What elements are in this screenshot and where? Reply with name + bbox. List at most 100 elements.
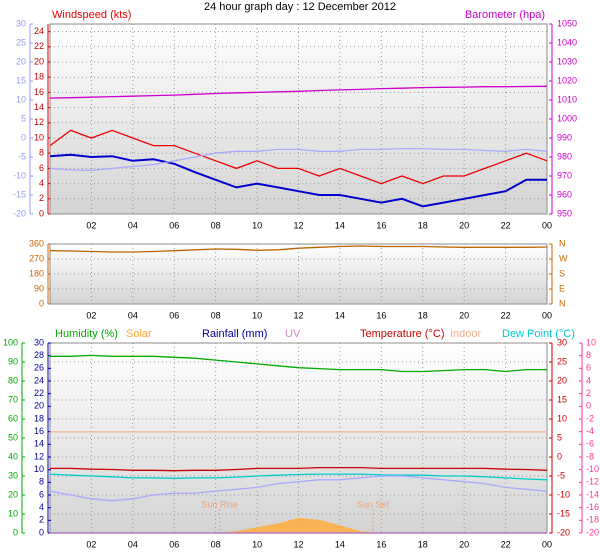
y-tick-label: -20 (13, 208, 26, 218)
legend-entry: Indoor (450, 328, 482, 340)
y-tick-label: 100 (3, 337, 18, 347)
y-tick-label: 950 (557, 208, 572, 218)
legend-entry: Windspeed (kts) (52, 9, 131, 21)
y-tick-label: 2 (586, 388, 591, 398)
x-tick-label: 18 (418, 310, 428, 320)
y-tick-label: 990 (557, 132, 572, 142)
y-tick-label: 5 (557, 432, 562, 442)
x-tick-label: 08 (211, 220, 221, 230)
y-tick-label: -12 (586, 477, 599, 487)
y-tick-label: 0 (13, 527, 18, 537)
y-tick-label: E (559, 283, 565, 293)
y-tick-label: 0 (39, 298, 44, 308)
y-tick-label: 26 (34, 363, 44, 373)
x-tick-label: 10 (252, 310, 262, 320)
y-tick-label: 20 (34, 401, 44, 411)
y-tick-label: 360 (29, 238, 44, 248)
y-tick-label: 12 (34, 451, 44, 461)
x-tick-label: 16 (376, 310, 386, 320)
x-tick-label: 02 (86, 220, 96, 230)
plot-background (49, 23, 548, 215)
y-tick-label: 6 (586, 363, 591, 373)
y-tick-label: -20 (586, 527, 599, 537)
x-tick-label: 10 (252, 539, 262, 549)
x-tick-label: 02 (86, 310, 96, 320)
x-tick-label: 12 (293, 539, 303, 549)
y-tick-label: 10 (34, 464, 44, 474)
legend-entry: Rainfall (mm) (202, 328, 267, 340)
y-tick-label: 10 (16, 94, 26, 104)
legend-entry: Dew Point (°C) (502, 328, 575, 340)
y-tick-label: 6 (39, 163, 44, 173)
x-tick-label: 16 (376, 539, 386, 549)
series-line (49, 129, 548, 185)
y-tick-label: -10 (586, 464, 599, 474)
y-tick-label: 20 (557, 375, 567, 385)
y-tick-label: 0 (21, 132, 26, 142)
y-tick-label: 14 (34, 439, 44, 449)
y-tick-label: 1050 (557, 18, 577, 28)
y-tick-label: 0 (39, 208, 44, 218)
y-tick-label: 4 (39, 178, 44, 188)
y-tick-label: 90 (34, 283, 44, 293)
series-line (50, 466, 548, 472)
y-tick-label: -20 (557, 527, 570, 537)
y-tick-label: 16 (34, 426, 44, 436)
y-tick-label: 8 (39, 477, 44, 487)
y-tick-label: 10 (557, 413, 567, 423)
y-tick-label: 60 (8, 413, 18, 423)
y-tick-label: S (559, 268, 565, 278)
y-tick-label: 1010 (557, 94, 577, 104)
x-tick-label: 00 (542, 310, 552, 320)
y-tick-label: 12 (34, 117, 44, 127)
y-tick-label: 20 (34, 56, 44, 66)
y-tick-label: 0 (557, 451, 562, 461)
x-tick-label: 22 (501, 220, 511, 230)
y-tick-label: 22 (34, 41, 44, 51)
y-tick-label: N (559, 238, 566, 248)
y-tick-label: 30 (16, 18, 26, 28)
legend-entry: UV (285, 328, 301, 340)
x-tick-label: 20 (459, 310, 469, 320)
x-tick-label: 08 (211, 310, 221, 320)
y-tick-label: -15 (557, 508, 570, 518)
y-tick-label: N (559, 298, 566, 308)
y-tick-label: 25 (16, 37, 26, 47)
y-tick-label: 2 (39, 193, 44, 203)
y-tick-label: 4 (586, 375, 591, 385)
y-tick-label: 18 (34, 413, 44, 423)
y-tick-label: 1030 (557, 56, 577, 66)
x-tick-label: 22 (501, 539, 511, 549)
y-tick-label: 980 (557, 151, 572, 161)
y-tick-label: -8 (586, 451, 594, 461)
x-tick-label: 14 (335, 220, 345, 230)
x-tick-label: 10 (252, 220, 262, 230)
y-tick-label: 18 (34, 72, 44, 82)
x-tick-label: 04 (128, 310, 138, 320)
y-tick-label: 80 (8, 375, 18, 385)
x-tick-label: 20 (459, 220, 469, 230)
y-tick-label: -16 (586, 502, 599, 512)
series-line (50, 354, 547, 373)
y-tick-label: 5 (21, 113, 26, 123)
x-tick-label: 14 (335, 310, 345, 320)
y-tick-label: 22 (34, 388, 44, 398)
y-tick-label: 25 (557, 356, 567, 366)
x-tick-label: 12 (293, 220, 303, 230)
y-tick-label: 10 (34, 132, 44, 142)
y-tick-label: 0 (586, 401, 591, 411)
page-title: 24 hour graph day : 12 December 2012 (204, 1, 396, 13)
x-tick-label: 00 (542, 220, 552, 230)
y-tick-label: 30 (8, 470, 18, 480)
y-tick-label: 8 (586, 350, 591, 360)
x-tick-label: 06 (169, 539, 179, 549)
y-tick-label: -2 (586, 413, 594, 423)
annotation: Sun Rise (202, 499, 239, 509)
x-tick-label: 06 (169, 310, 179, 320)
y-tick-label: 70 (8, 394, 18, 404)
legend-entry: Solar (126, 328, 152, 340)
y-tick-label: 20 (8, 489, 18, 499)
y-tick-label: 28 (34, 350, 44, 360)
series-line (49, 153, 547, 208)
y-tick-label: 24 (34, 375, 44, 385)
